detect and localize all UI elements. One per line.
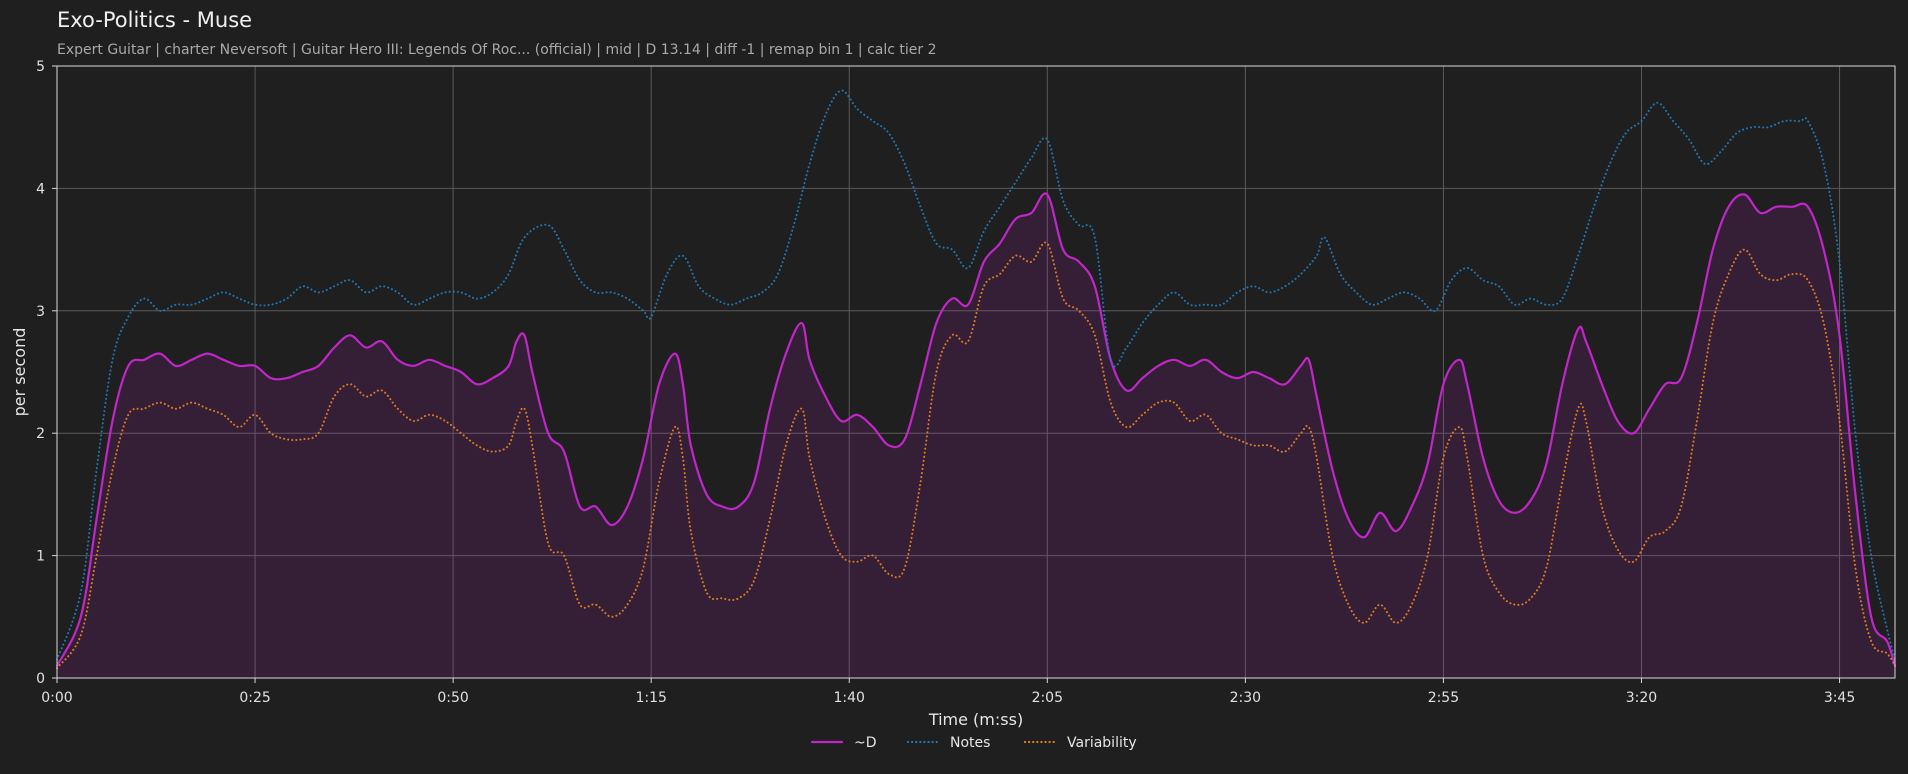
x-tick-label: 3:45 — [1824, 690, 1855, 706]
x-tick-label: 1:15 — [635, 690, 666, 706]
x-tick-label: 0:00 — [41, 690, 72, 706]
x-tick-label: 2:05 — [1032, 690, 1063, 706]
x-tick-label: 0:50 — [437, 690, 468, 706]
legend-label: Variability — [1067, 735, 1137, 751]
legend-label: Notes — [950, 735, 990, 751]
x-tick-label: 2:55 — [1428, 690, 1459, 706]
legend-label: ~D — [854, 735, 877, 751]
legend: ~D Notes Variability — [810, 735, 1137, 751]
x-tick-label: 1:40 — [834, 690, 865, 706]
series-line-variability — [56, 241, 1896, 670]
y-tick-label: 3 — [36, 304, 45, 320]
y-axis-label: per second — [10, 328, 29, 417]
y-tick-label: 0 — [36, 671, 45, 687]
x-tick-label: 0:25 — [239, 690, 270, 706]
series-area-d — [57, 193, 1895, 678]
y-tick-label: 4 — [36, 181, 45, 197]
x-tick-label: 2:30 — [1230, 690, 1261, 706]
series-line-notes — [56, 89, 1896, 661]
y-axis-ticks: 0 1 2 3 4 5 — [36, 59, 57, 687]
y-tick-label: 1 — [36, 549, 45, 565]
chart-subtitle: Expert Guitar | charter Neversoft | Guit… — [57, 42, 937, 58]
grid — [57, 66, 1895, 678]
legend-item: Notes — [906, 735, 990, 751]
plot-area — [57, 66, 1895, 678]
x-axis-label: Time (m:ss) — [928, 710, 1023, 729]
x-axis-ticks: 0:00 0:25 0:50 1:15 1:40 2:05 2:30 2:55 3:20 3:45 — [41, 678, 1855, 706]
x-tick-label: 3:20 — [1626, 690, 1657, 706]
legend-item: ~D — [810, 735, 877, 751]
legend-item: Variability — [1023, 735, 1137, 751]
series-lines — [55, 89, 1897, 670]
y-tick-label: 2 — [36, 426, 45, 442]
chart-title: Exo-Politics - Muse — [57, 8, 252, 32]
series-fills — [57, 193, 1895, 678]
y-tick-label: 5 — [36, 59, 45, 75]
series-line-d — [55, 192, 1897, 667]
plot-frame — [56, 65, 1896, 679]
